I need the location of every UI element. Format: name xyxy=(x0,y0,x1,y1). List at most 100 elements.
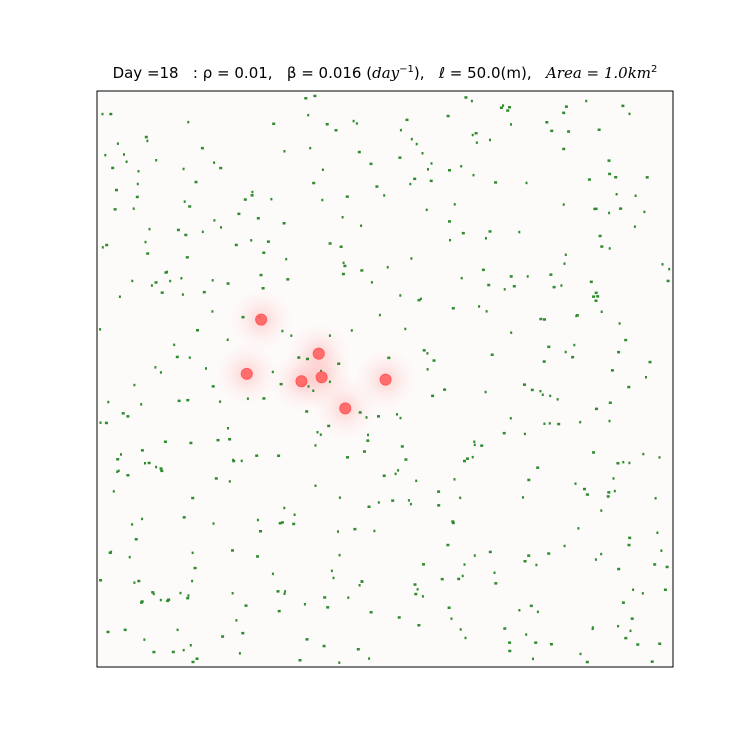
susceptible-point xyxy=(562,203,565,206)
susceptible-point xyxy=(510,331,513,334)
susceptible-point xyxy=(660,549,663,552)
susceptible-point xyxy=(494,181,498,184)
susceptible-point xyxy=(594,291,598,295)
susceptible-point xyxy=(416,588,419,591)
susceptible-point xyxy=(334,129,338,132)
susceptible-point xyxy=(449,238,451,242)
susceptible-point xyxy=(186,596,190,600)
susceptible-point xyxy=(116,458,120,461)
susceptible-point xyxy=(522,496,524,499)
susceptible-point xyxy=(527,478,531,482)
susceptible-point xyxy=(338,661,341,664)
susceptible-point xyxy=(464,96,468,99)
susceptible-point xyxy=(227,427,229,430)
susceptible-point xyxy=(539,317,543,321)
susceptible-point xyxy=(141,517,144,521)
susceptible-point xyxy=(251,190,254,194)
susceptible-point xyxy=(282,222,286,225)
susceptible-point xyxy=(529,604,533,608)
susceptible-point xyxy=(338,553,341,557)
susceptible-point xyxy=(337,362,341,365)
susceptible-point xyxy=(594,207,598,211)
susceptible-point xyxy=(473,554,476,557)
susceptible-point xyxy=(166,599,170,603)
susceptible-point xyxy=(160,291,164,294)
susceptible-point xyxy=(137,579,141,583)
susceptible-point xyxy=(633,225,636,228)
susceptible-point xyxy=(228,480,231,483)
susceptible-point xyxy=(323,596,327,599)
title-rho: ρ = 0.01, xyxy=(202,64,273,82)
susceptible-point xyxy=(182,167,185,171)
susceptible-point xyxy=(666,279,670,283)
susceptible-point xyxy=(617,624,620,628)
susceptible-layer xyxy=(99,94,671,664)
susceptible-point xyxy=(246,397,249,400)
susceptible-point xyxy=(448,220,451,223)
susceptible-point xyxy=(407,499,410,502)
susceptible-point xyxy=(541,393,544,396)
susceptible-point xyxy=(556,398,559,401)
susceptible-point xyxy=(509,275,513,278)
susceptible-point xyxy=(104,421,108,425)
susceptible-point xyxy=(270,197,273,201)
susceptible-point xyxy=(510,123,512,126)
susceptible-point xyxy=(201,230,204,234)
susceptible-point xyxy=(426,352,429,355)
susceptible-point xyxy=(271,370,274,374)
susceptible-point xyxy=(400,445,404,448)
susceptible-point xyxy=(575,314,578,318)
susceptible-point xyxy=(503,288,506,291)
susceptible-point xyxy=(144,462,146,465)
susceptible-point xyxy=(259,273,263,277)
susceptible-point xyxy=(159,371,162,374)
susceptible-point xyxy=(116,142,119,145)
susceptible-point xyxy=(298,659,302,662)
susceptible-point xyxy=(212,522,215,525)
susceptible-point xyxy=(508,641,512,644)
susceptible-point xyxy=(169,279,172,283)
susceptible-point xyxy=(262,251,266,254)
susceptible-point xyxy=(661,263,664,266)
susceptible-point xyxy=(608,419,611,423)
susceptible-point xyxy=(241,631,245,635)
susceptible-point xyxy=(523,432,526,436)
susceptible-point xyxy=(415,142,418,146)
susceptible-point xyxy=(328,334,331,337)
susceptible-point xyxy=(196,329,199,332)
susceptible-point xyxy=(303,603,306,606)
susceptible-point xyxy=(231,592,234,595)
susceptible-point xyxy=(290,334,293,337)
susceptible-point xyxy=(144,240,147,244)
susceptible-point xyxy=(337,530,339,533)
susceptible-point xyxy=(353,527,357,531)
susceptible-point xyxy=(143,638,146,641)
susceptible-point xyxy=(120,453,122,456)
susceptible-point xyxy=(398,156,402,159)
susceptible-point xyxy=(624,338,628,342)
susceptible-point xyxy=(518,230,521,234)
susceptible-point xyxy=(365,416,368,419)
susceptible-point xyxy=(429,179,433,183)
susceptible-point xyxy=(256,555,259,558)
susceptible-point xyxy=(453,203,456,206)
susceptible-point xyxy=(563,262,566,265)
susceptible-point xyxy=(194,180,198,184)
susceptible-point xyxy=(133,581,136,584)
susceptible-point xyxy=(473,440,476,443)
susceptible-point xyxy=(256,217,260,220)
susceptible-point xyxy=(591,626,594,629)
susceptible-point xyxy=(574,482,577,485)
susceptible-point xyxy=(437,490,441,493)
susceptible-point xyxy=(243,198,247,201)
susceptible-point xyxy=(595,407,598,411)
infected-point-2 xyxy=(312,347,325,360)
susceptible-point xyxy=(464,636,467,640)
susceptible-point xyxy=(628,536,632,540)
susceptible-point xyxy=(347,596,350,599)
susceptible-point xyxy=(459,628,462,631)
infected-point-4 xyxy=(315,371,328,384)
susceptible-point xyxy=(350,329,353,332)
susceptible-point xyxy=(585,99,588,103)
